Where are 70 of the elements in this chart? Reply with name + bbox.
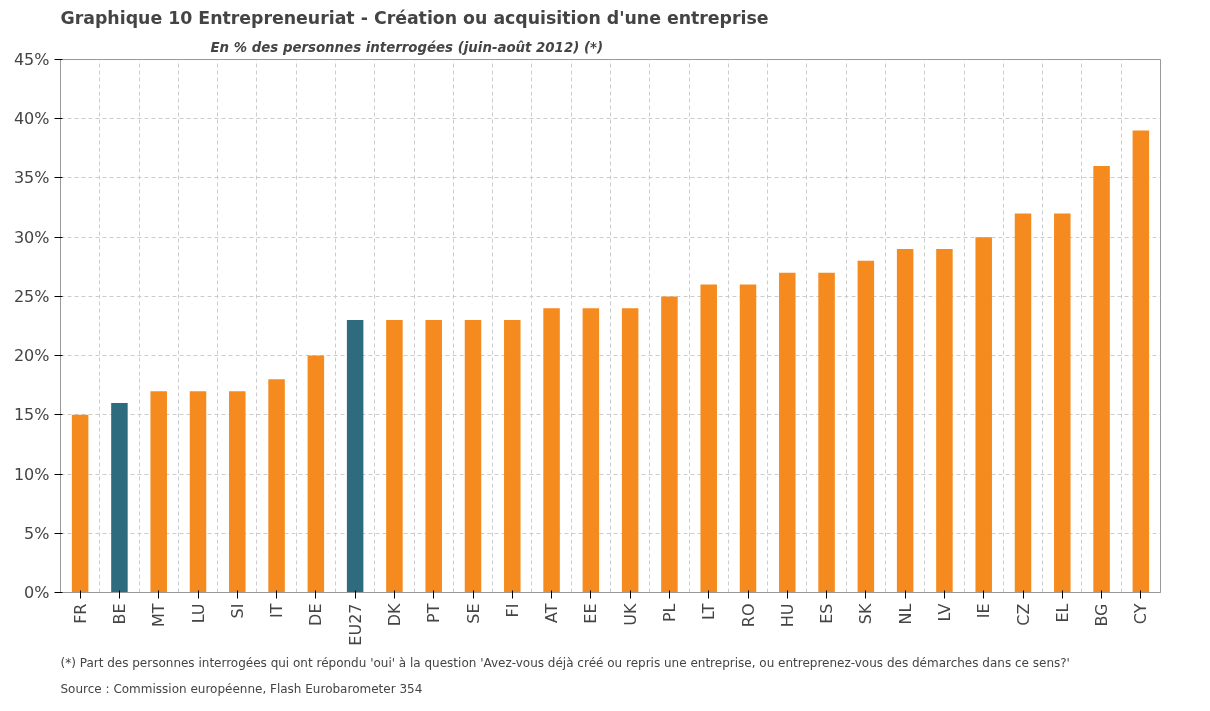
x-tick-label: EU27 — [345, 603, 365, 646]
x-tick-label: SK — [856, 602, 876, 625]
bar — [936, 249, 953, 593]
x-tick-label: LU — [188, 603, 208, 624]
chart-subtitle: En % des personnes interrogées (juin-août 2012) (*) — [210, 39, 604, 55]
x-tick-label: IE — [974, 603, 994, 619]
x-tick-label: CZ — [1013, 603, 1033, 626]
x-tick-label: EE — [581, 603, 601, 624]
bar — [1132, 130, 1150, 593]
bar — [1054, 213, 1071, 593]
bar — [386, 320, 403, 593]
bar — [268, 379, 285, 593]
bar — [150, 391, 167, 593]
bar — [621, 308, 639, 593]
x-tick-label: RO — [738, 603, 758, 628]
x-tick-label: PT — [424, 603, 444, 623]
source-note: Source : Commission européenne, Flash Eurobarometer 354 — [60, 681, 423, 696]
bar — [857, 260, 875, 593]
x-tick-label: DE — [306, 603, 326, 626]
y-tick-label: 40% — [13, 109, 50, 129]
bar — [779, 272, 796, 593]
bar — [582, 308, 600, 593]
bar — [700, 284, 717, 593]
x-tick-label: FI — [502, 603, 522, 618]
bar — [661, 296, 678, 593]
bar — [307, 355, 325, 593]
x-tick-label: DK — [384, 602, 404, 627]
x-tick-label: IT — [267, 603, 287, 618]
bar — [504, 320, 521, 593]
bar — [739, 284, 757, 593]
y-tick-label: 25% — [13, 286, 50, 306]
text: (*) Part des personnes interrogées qui ont répondu 'oui' à la question 'Avez-vous déjà créé ou repris une entreprise, ou entreprenez-vous des démarches dans ce sens?' — [60, 655, 1070, 670]
x-tick-label: LV — [934, 603, 954, 622]
x-tick-label: PL — [659, 603, 679, 623]
x-tick-label: HU — [777, 603, 797, 628]
y-tick-label: 45% — [13, 50, 50, 69]
bar — [111, 402, 128, 593]
y-tick-label: 10% — [13, 464, 50, 484]
y-tick-label: 0% — [24, 583, 50, 602]
x-tick-label: CY — [1131, 603, 1151, 625]
bar — [1014, 213, 1032, 593]
x-tick-label: NL — [895, 603, 915, 625]
x-tick-label: LT — [699, 603, 719, 620]
bar — [425, 320, 442, 593]
x-tick-label: FR — [70, 603, 90, 624]
bar — [464, 320, 482, 593]
x-tick-label: BG — [1092, 603, 1112, 627]
bar — [818, 272, 835, 593]
x-tick-label: SE — [463, 603, 483, 624]
bar — [975, 237, 992, 593]
bar — [1093, 166, 1110, 593]
bar — [896, 249, 914, 593]
y-tick-label: 35% — [13, 168, 50, 188]
x-tick-label: ES — [817, 603, 837, 624]
bar — [543, 308, 560, 593]
chart-title: Graphique 10 Entrepreneuriat - Création ou acquisition d'une entreprise — [60, 7, 769, 28]
y-tick-label: 5% — [24, 523, 50, 543]
x-tick-label: UK — [620, 602, 640, 626]
x-tick-label: SI — [227, 603, 247, 619]
y-tick-label: 20% — [13, 346, 50, 366]
bar — [229, 391, 246, 593]
bar — [346, 320, 364, 593]
x-tick-label: AT — [542, 603, 562, 623]
bar — [71, 414, 89, 593]
y-tick-label: 15% — [13, 405, 50, 425]
x-tick-label: BE — [109, 603, 129, 625]
x-tick-label: EL — [1052, 603, 1072, 623]
bar — [189, 391, 207, 593]
x-tick-label: MT — [149, 603, 169, 628]
y-tick-label: 30% — [13, 227, 50, 247]
